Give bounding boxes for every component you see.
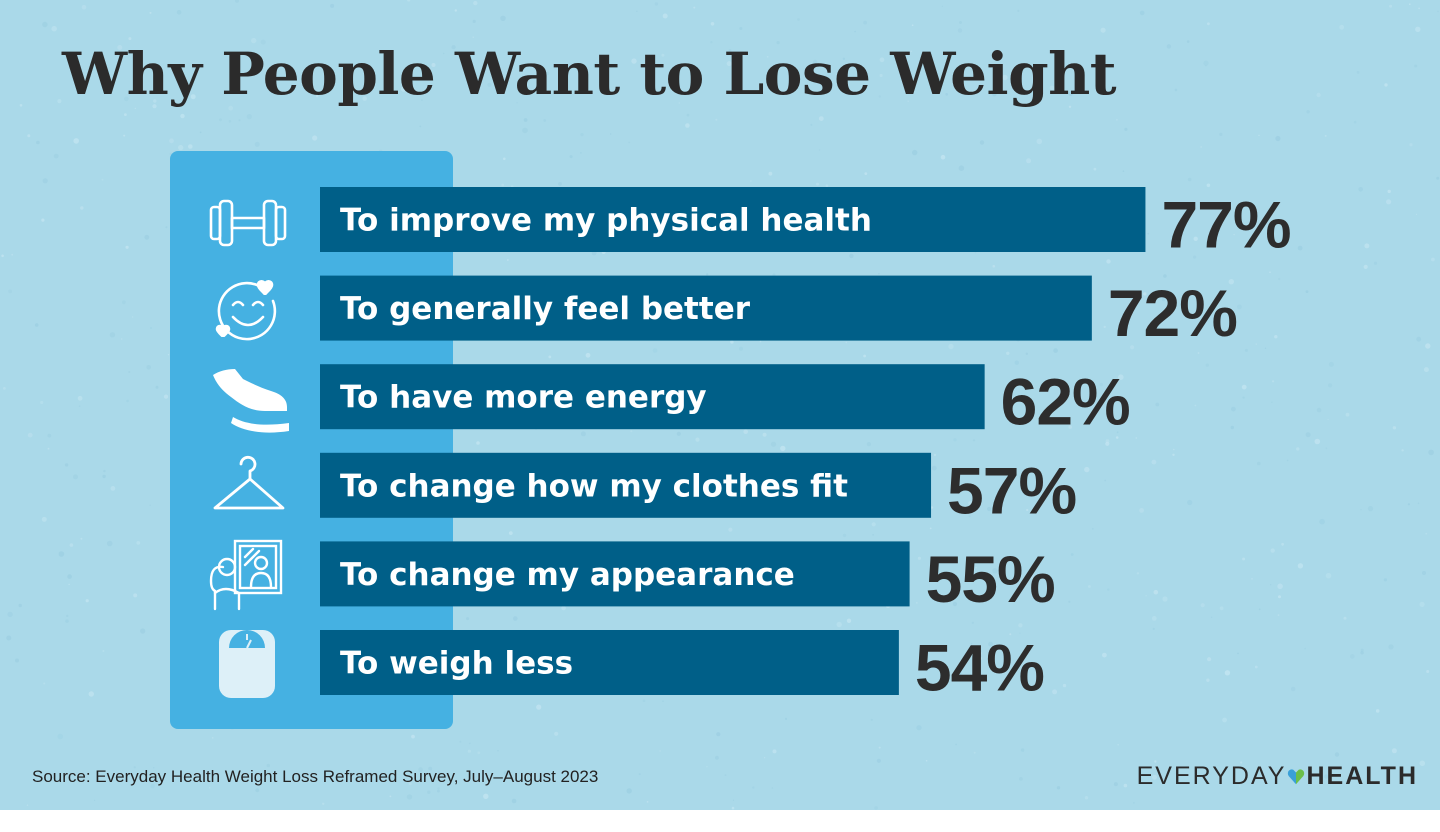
sneaker-icon <box>203 359 293 439</box>
bar-category-label: To change my appearance <box>340 557 795 593</box>
logo-word-health: HEALTH <box>1306 762 1418 790</box>
bar-value-label: 72% <box>1108 276 1237 350</box>
dumbbell-icon <box>203 183 293 263</box>
bar-row: To weigh less 54% <box>320 630 1045 705</box>
hanger-icon <box>203 448 293 528</box>
bar-value-label: 62% <box>1001 365 1130 439</box>
infographic-canvas: Why People Want to Lose Weight <box>1 0 1435 810</box>
bar-chart: To improve my physical health 77% To gener… <box>320 187 1292 705</box>
bar-value-label: 77% <box>1161 188 1290 262</box>
bar <box>320 364 985 430</box>
bar-row: To improve my physical health 77% <box>320 187 1292 262</box>
everyday-health-logo: EVERYDAY HEALTH <box>1137 762 1418 791</box>
bar-category-label: To generally feel better <box>340 291 751 327</box>
bar <box>320 275 1092 341</box>
source-note: Source: Everyday Health Weight Loss Refr… <box>32 767 599 786</box>
bar-value-label: 54% <box>915 631 1044 705</box>
bar-category-label: To change how my clothes fit <box>340 468 848 504</box>
bar-row: To have more energy 62% <box>320 364 1131 439</box>
heart-icon <box>1288 768 1305 784</box>
page-title: Why People Want to Lose Weight <box>62 40 1117 108</box>
bar <box>320 630 899 695</box>
bar-row: To generally feel better 72% <box>320 275 1238 350</box>
bottom-strip <box>0 810 1440 832</box>
bar <box>320 452 932 518</box>
bar <box>320 187 1146 252</box>
bar-category-label: To improve my physical health <box>340 203 872 239</box>
bar-category-label: To weigh less <box>340 646 573 682</box>
bathroom-scale-icon <box>203 626 293 706</box>
logo-word-everyday: EVERYDAY <box>1136 762 1287 790</box>
bar-row: To change my appearance 55% <box>320 541 1056 616</box>
bar-value-label: 57% <box>947 453 1076 527</box>
bar <box>320 541 910 607</box>
smiley-face-icon <box>203 271 293 351</box>
bar-row: To change how my clothes fit 57% <box>320 452 1077 527</box>
bar-value-label: 55% <box>926 542 1055 616</box>
bar-category-label: To have more energy <box>340 380 707 416</box>
mirror-person-icon <box>203 537 293 617</box>
